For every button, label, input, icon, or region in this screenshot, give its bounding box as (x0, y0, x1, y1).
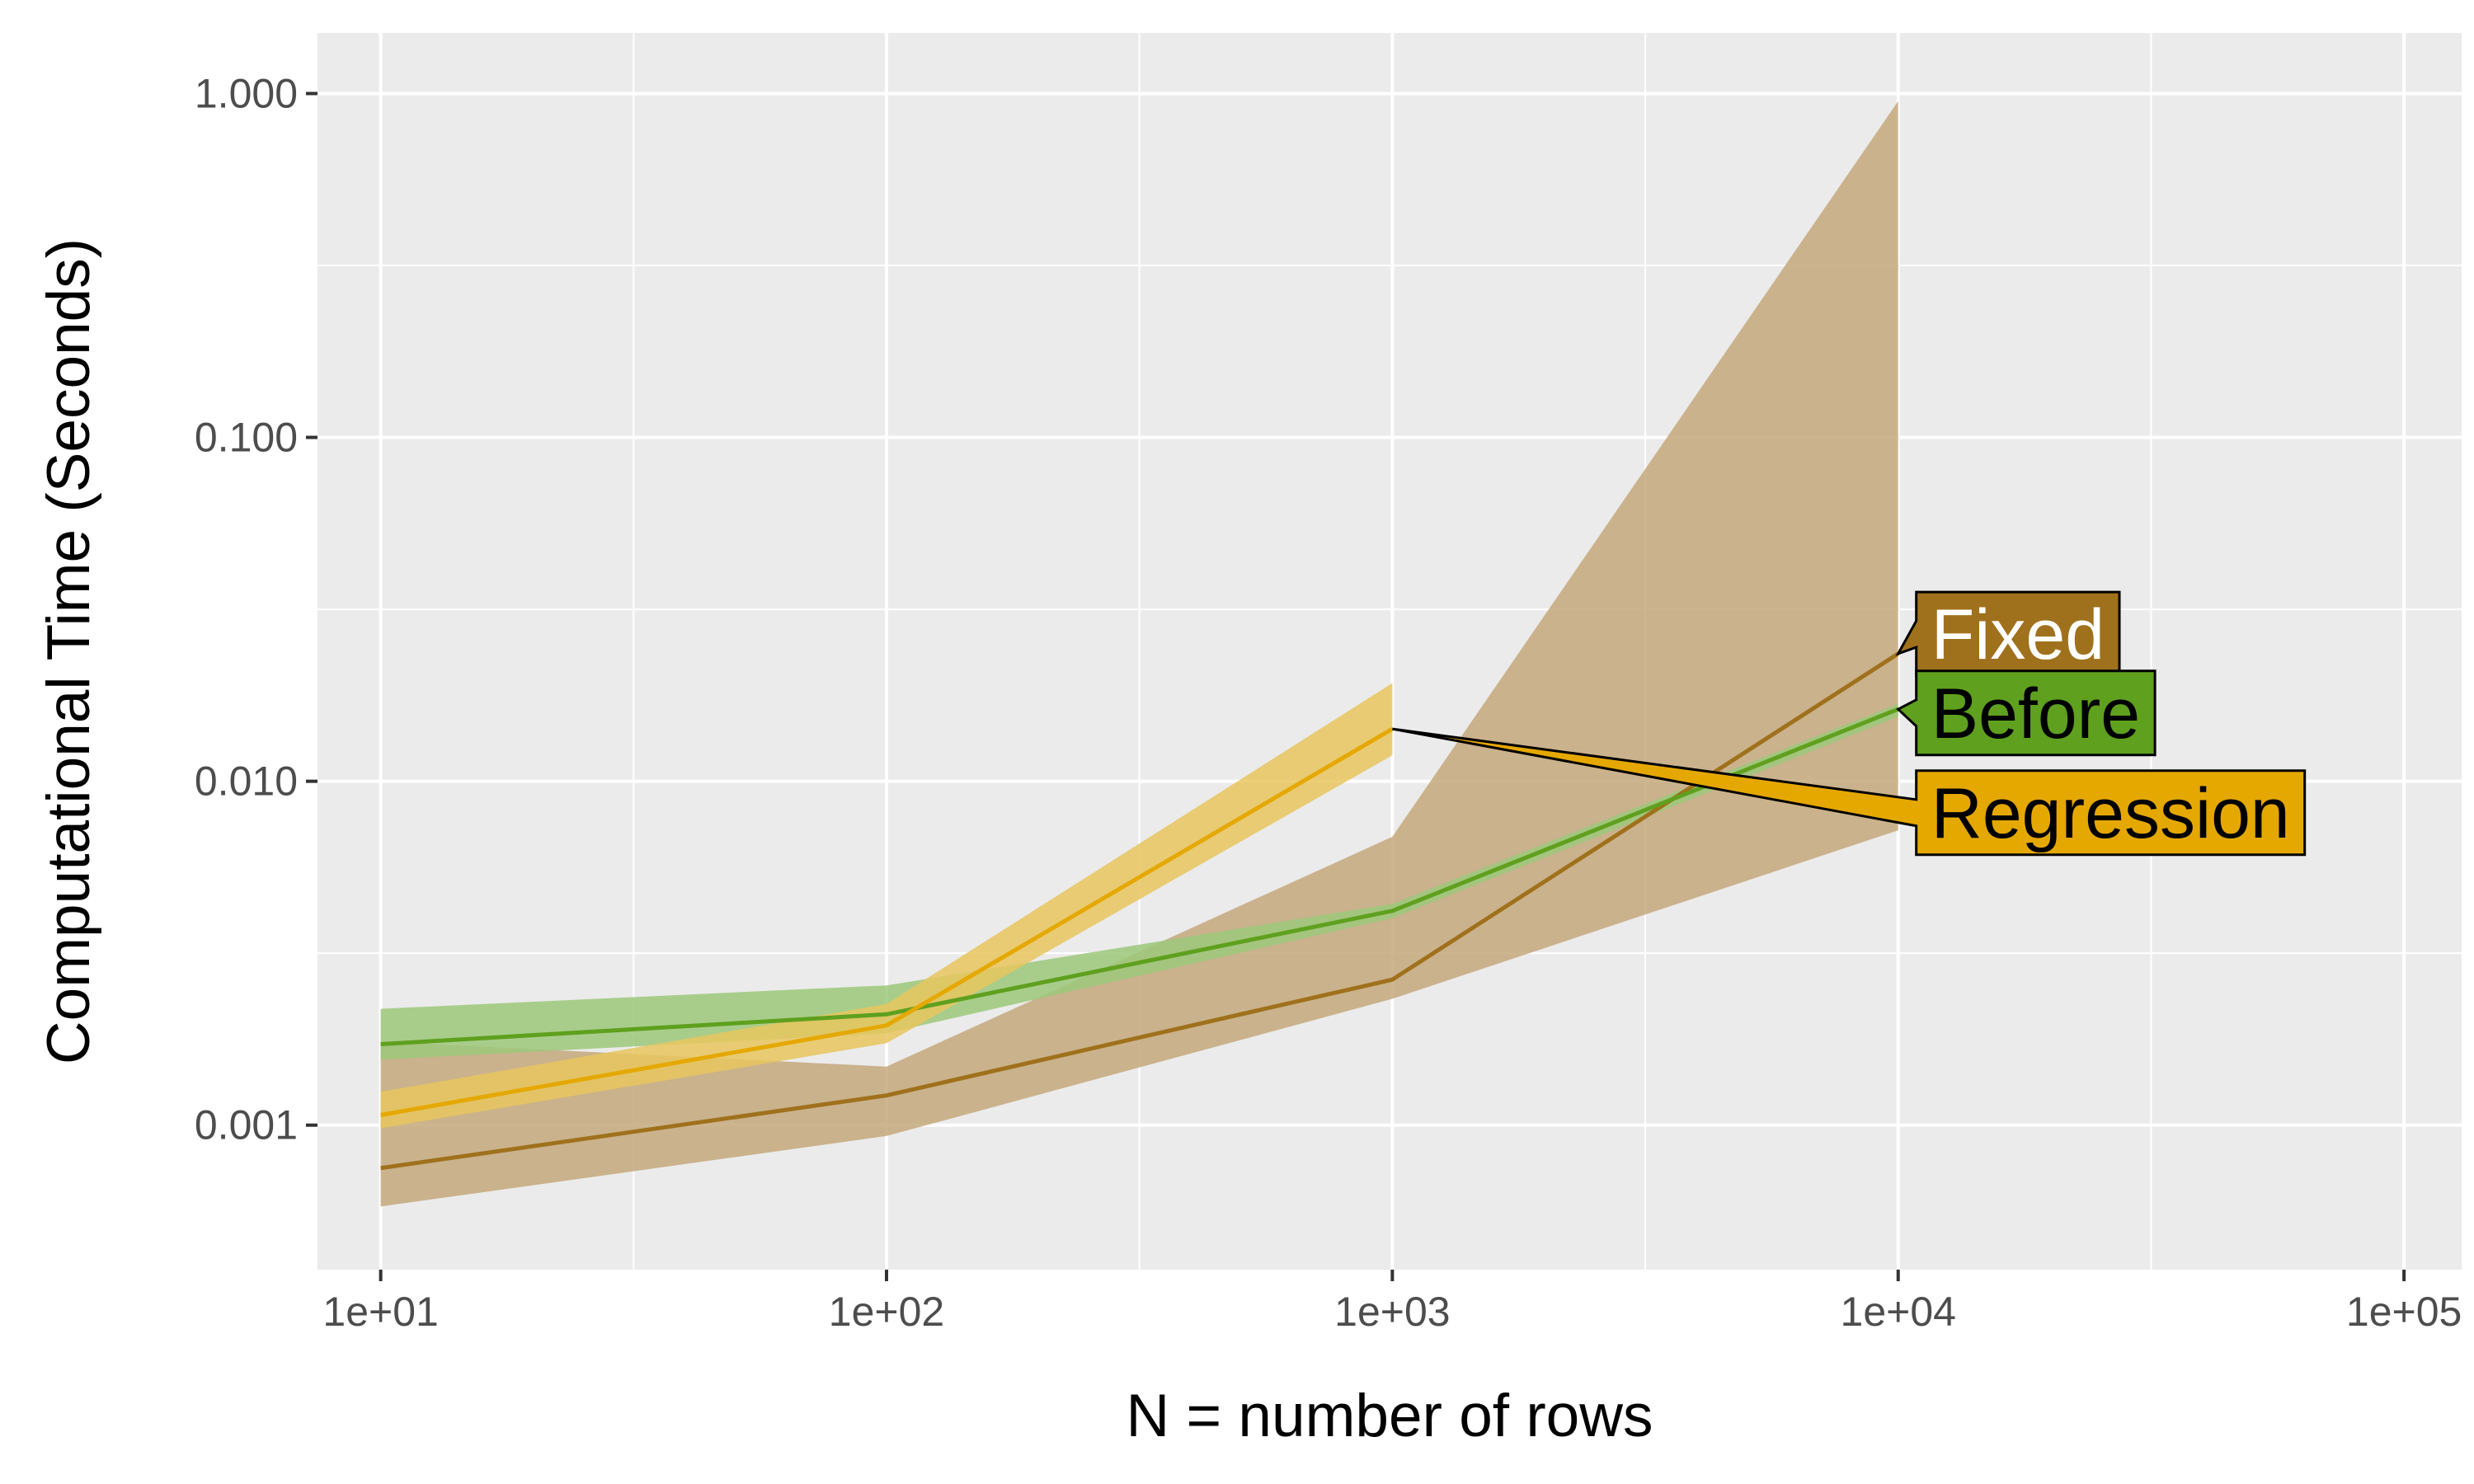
label-before: Before (1896, 669, 2157, 757)
series-lines (380, 651, 1900, 1171)
label-box-regression (1392, 727, 2307, 857)
y-tick-label: 0.010 (195, 758, 298, 805)
line-before (380, 707, 1899, 1046)
ribbon-before (380, 703, 1898, 1060)
y-axis: 0.001 0.010 0.100 1.000 (195, 70, 317, 1148)
line-fixed (380, 651, 1900, 1171)
x-tick-label: 1e+02 (829, 1289, 944, 1335)
x-axis-title: N = number of rows (1126, 1383, 1653, 1449)
x-tick-label: 1e+01 (322, 1289, 438, 1335)
label-regression: Regression (1392, 727, 2307, 857)
x-tick-label: 1e+05 (2346, 1289, 2462, 1335)
y-tick-label: 1.000 (195, 70, 298, 116)
y-axis-title: Computational Time (Seconds) (35, 238, 102, 1064)
x-axis: 1e+01 1e+02 1e+03 1e+04 1e+05 (322, 1270, 2462, 1335)
y-tick-label: 0.100 (195, 415, 298, 461)
line-regression (380, 726, 1394, 1117)
label-text-fixed: Fixed (1931, 595, 2105, 674)
ribbon-regression (380, 683, 1393, 1129)
label-box-fixed (1895, 590, 2121, 678)
label-fixed: Fixed (1895, 590, 2121, 678)
label-text-regression: Regression (1931, 774, 2290, 853)
x-tick-label: 1e+03 (1334, 1289, 1450, 1335)
label-text-before: Before (1931, 674, 2140, 754)
x-tick-label: 1e+04 (1841, 1289, 1956, 1335)
ribbons (380, 101, 1898, 1207)
y-tick-label: 0.001 (195, 1102, 298, 1148)
ribbon-fixed (380, 101, 1898, 1207)
label-box-before (1896, 669, 2157, 757)
